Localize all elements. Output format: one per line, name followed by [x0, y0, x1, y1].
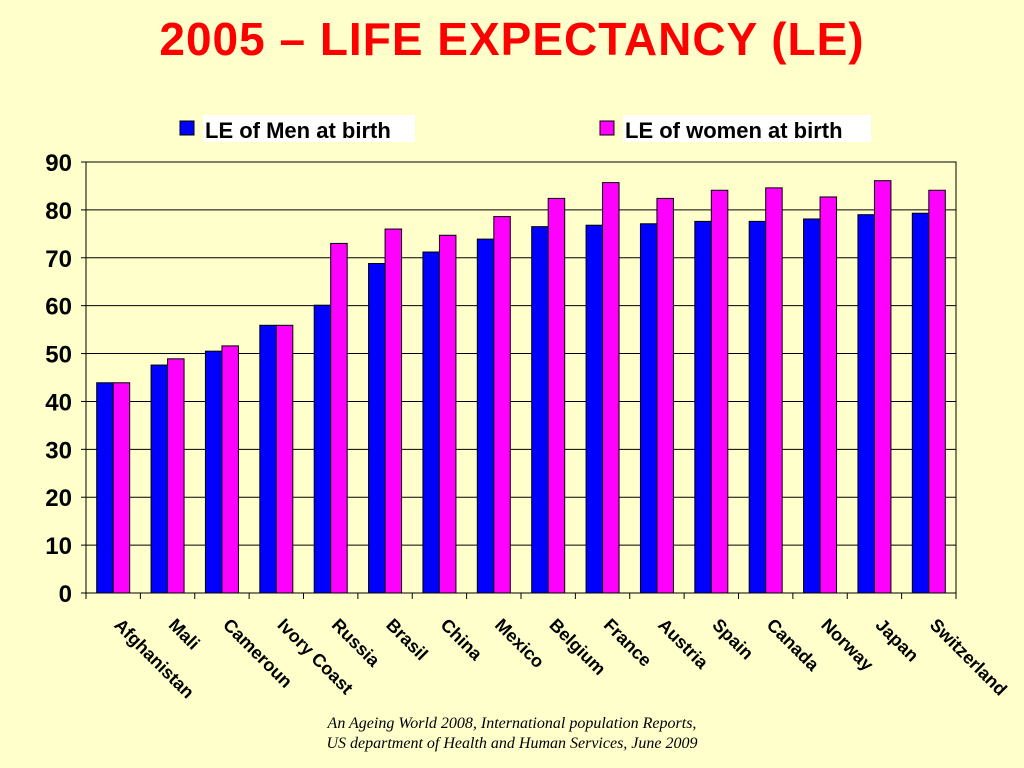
bar-men-china: [422, 251, 440, 594]
bar-women-ivory-coast: [275, 324, 294, 594]
bar-men-ivory-coast: [259, 324, 277, 594]
x-tick-label: Japan: [872, 615, 923, 666]
bar-women-belgium: [547, 197, 566, 594]
bar-women-china: [438, 234, 457, 594]
y-tick-label: 30: [45, 437, 72, 464]
x-tick-label: Brasil: [382, 615, 432, 665]
x-tick-label: China: [437, 615, 487, 665]
x-tick-label: Mexico: [491, 615, 548, 672]
source-line-2: US department of Health and Human Servic…: [326, 735, 698, 752]
bar-men-japan: [857, 214, 875, 594]
y-tick-label: 20: [45, 485, 72, 512]
bar-men-russia: [313, 304, 332, 594]
bar-men-brasil: [368, 263, 386, 594]
bar-men-cameroun: [204, 350, 223, 594]
bar-women-france: [602, 182, 620, 594]
bar-women-russia: [330, 242, 348, 594]
bar-men-france: [585, 224, 604, 594]
y-tick-label: 80: [45, 198, 72, 225]
legend-label: LE of women at birth: [625, 118, 843, 143]
legend-swatch: [599, 120, 615, 136]
legend-label: LE of Men at birth: [205, 118, 391, 143]
legend: LE of Men at birth LE of women at birth: [179, 115, 871, 143]
y-tick-label: 10: [45, 533, 72, 560]
source-citation: An Ageing World 2008, International popu…: [0, 714, 1024, 754]
bar-women-afghanistan: [112, 382, 131, 594]
bar-men-belgium: [531, 226, 549, 594]
x-tick-label: Belgium: [545, 615, 609, 679]
slide-title: 2005 – LIFE EXPECTANCY (LE): [159, 13, 865, 65]
bar-women-japan: [873, 180, 892, 594]
y-tick-label: 90: [45, 150, 72, 177]
bar-men-mexico: [476, 238, 495, 594]
x-tick-label: Norway: [817, 615, 877, 675]
bar-women-spain: [710, 189, 729, 594]
legend-label-bg: [623, 115, 871, 142]
bar-men-afghanistan: [96, 382, 114, 594]
bar-women-brasil: [384, 228, 403, 594]
bar-women-austria: [656, 197, 674, 594]
y-tick-label: 60: [45, 294, 72, 321]
bar-men-canada: [748, 220, 767, 594]
legend-label-bg: [203, 115, 415, 142]
bar-men-switzerland: [911, 212, 930, 594]
bar-men-norway: [803, 218, 821, 594]
x-tick-label: Canada: [763, 615, 824, 676]
x-tick-label: Switzerland: [926, 615, 1011, 700]
bar-women-norway: [819, 196, 838, 594]
source-line-1: An Ageing World 2008, International popu…: [327, 715, 697, 732]
bar-women-switzerland: [928, 189, 946, 594]
x-tick-label: Mali: [165, 615, 204, 654]
y-tick-label: 50: [45, 342, 72, 369]
y-tick-label: 40: [45, 389, 72, 416]
x-tick-label: Spain: [708, 615, 757, 664]
bar-men-austria: [639, 223, 658, 594]
bar-men-mali: [150, 364, 169, 594]
bar-women-cameroun: [221, 345, 239, 594]
y-tick-label: 0: [59, 581, 72, 608]
bars: [96, 180, 946, 594]
y-tick-label: 70: [45, 246, 72, 273]
legend-swatch: [179, 120, 195, 136]
bar-women-mali: [167, 358, 185, 594]
bar-men-spain: [694, 220, 712, 594]
bar-women-canada: [765, 187, 783, 594]
bar-women-mexico: [493, 216, 511, 594]
x-tick-label: Austria: [654, 615, 713, 674]
